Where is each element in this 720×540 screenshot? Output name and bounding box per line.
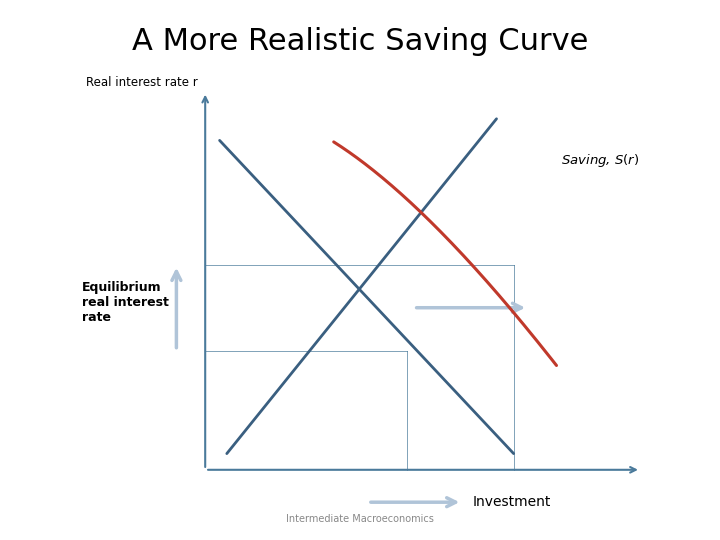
- Text: Equilibrium
real interest
rate: Equilibrium real interest rate: [82, 281, 169, 324]
- Text: A More Realistic Saving Curve: A More Realistic Saving Curve: [132, 27, 588, 56]
- Text: Saving, $S(r)$: Saving, $S(r)$: [561, 152, 639, 169]
- Text: Real interest rate r: Real interest rate r: [86, 76, 198, 89]
- Text: Intermediate Macroeconomics: Intermediate Macroeconomics: [286, 514, 434, 524]
- Text: Investment: Investment: [473, 495, 552, 509]
